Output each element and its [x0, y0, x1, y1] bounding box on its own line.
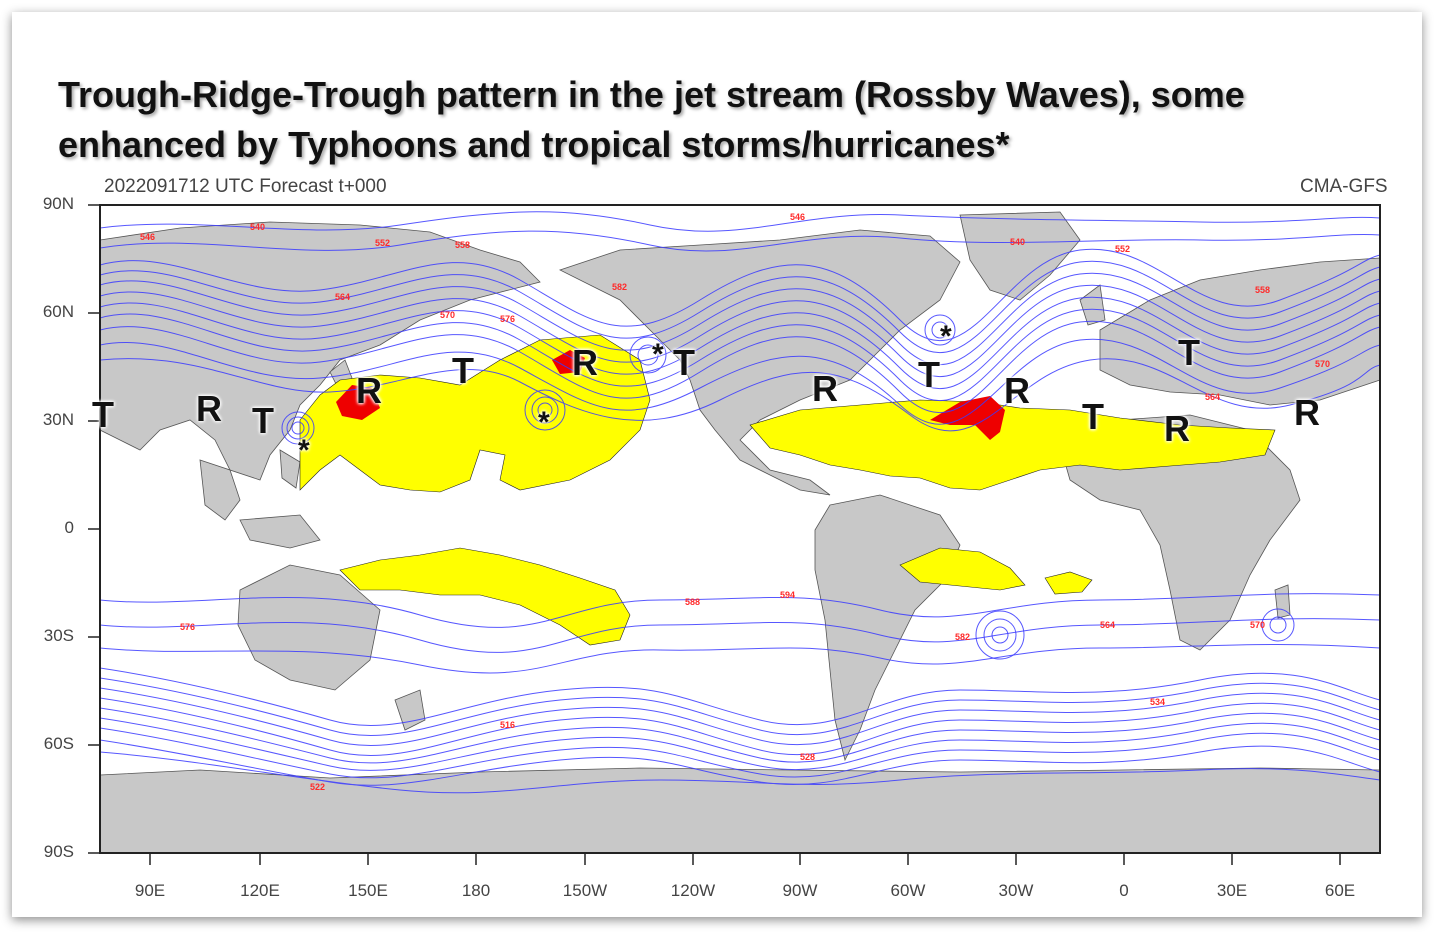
contour-label: 576	[180, 622, 195, 632]
contour-label: 594	[780, 590, 795, 600]
lon-label-120w: 120W	[670, 881, 716, 900]
contour-label: 582	[955, 632, 970, 642]
lon-label-0: 0	[1119, 881, 1129, 900]
ridge-marker: R	[1004, 370, 1030, 411]
axis-ticks	[88, 204, 1341, 865]
lon-label-60w: 60W	[890, 881, 926, 900]
lat-label-90s: 90S	[43, 842, 74, 861]
lat-label-60n: 60N	[42, 302, 74, 321]
trough-marker: T	[252, 400, 274, 441]
contour-label: 588	[685, 597, 700, 607]
contour-label: 558	[455, 240, 470, 250]
contour-label: 570	[1315, 359, 1330, 369]
contour-label: 540	[250, 222, 265, 232]
trough-marker: T	[1178, 332, 1200, 373]
ridge-marker: R	[812, 368, 838, 409]
trough-marker: T	[92, 394, 114, 435]
contour-label: 564	[1205, 392, 1220, 402]
storm-marker: *	[652, 338, 664, 371]
contour-label: 564	[335, 292, 350, 302]
land-europe	[1099, 257, 1380, 406]
lon-label-150e: 150E	[348, 881, 388, 900]
lat-label-90n: 90N	[42, 194, 74, 213]
ridge-marker: R	[356, 370, 382, 411]
lon-label-180: 180	[461, 881, 491, 900]
ridge-marker: R	[572, 342, 598, 383]
land-australia	[237, 564, 381, 691]
title-line-2: enhanced by Typhoons and tropical storms…	[58, 124, 1010, 165]
contour-label: 516	[500, 720, 515, 730]
model-label: CMA-GFS	[1300, 176, 1388, 197]
lon-label-90w: 90W	[782, 881, 818, 900]
contour-label: 564	[1100, 620, 1115, 630]
contour-lines-south	[100, 593, 1380, 794]
high-height-zones	[299, 334, 1276, 646]
contour-label: 528	[800, 752, 815, 762]
contour-label: 570	[440, 310, 455, 320]
contour-lines	[100, 211, 1380, 660]
contour-label: 552	[1115, 244, 1130, 254]
contour-label: 558	[1255, 285, 1270, 295]
trough-marker: T	[1082, 396, 1104, 437]
title-line-1: Trough-Ridge-Trough pattern in the jet s…	[58, 74, 1245, 115]
figure-title: Trough-Ridge-Trough pattern in the jet s…	[58, 70, 1378, 170]
trough-marker: T	[918, 354, 940, 395]
ridge-marker: R	[1164, 408, 1190, 449]
lon-label-150w: 150W	[562, 881, 608, 900]
lon-label-60e: 60E	[1324, 881, 1356, 900]
land-antarctica	[100, 767, 1380, 853]
storm-marker: *	[940, 320, 952, 353]
ridge-marker: R	[196, 388, 222, 429]
contour-value-labels: 546 540 552 558 564 570 576 582 546 540 …	[140, 212, 1330, 792]
contour-label: 570	[1250, 620, 1265, 630]
contour-label: 582	[612, 282, 627, 292]
lat-label-0: 0	[64, 518, 74, 537]
lon-label-90e: 90E	[134, 881, 166, 900]
storm-marker: *	[298, 434, 310, 467]
contour-label: 534	[1150, 697, 1165, 707]
trough-marker: T	[673, 342, 695, 383]
contour-label: 522	[310, 782, 325, 792]
lon-label-120e: 120E	[240, 881, 280, 900]
contour-label: 546	[790, 212, 805, 222]
forecast-run-label: 2022091712 UTC Forecast t+000	[104, 176, 387, 197]
lat-label-60s: 60S	[43, 734, 74, 753]
lat-label-30s: 30S	[43, 626, 74, 645]
lon-label-30e: 30E	[1216, 881, 1248, 900]
land-asia	[100, 221, 541, 481]
lat-label-30n: 30N	[42, 410, 74, 429]
lon-label-30w: 30W	[998, 881, 1034, 900]
high-height-cores	[336, 350, 1005, 440]
ridge-marker: R	[1294, 392, 1320, 433]
trough-marker: T	[452, 350, 474, 391]
contour-label: 552	[375, 238, 390, 248]
contour-label: 546	[140, 232, 155, 242]
contour-label: 540	[1010, 237, 1025, 247]
storm-marker: *	[538, 406, 550, 439]
contour-label: 576	[500, 314, 515, 324]
land-africa	[1059, 414, 1301, 651]
